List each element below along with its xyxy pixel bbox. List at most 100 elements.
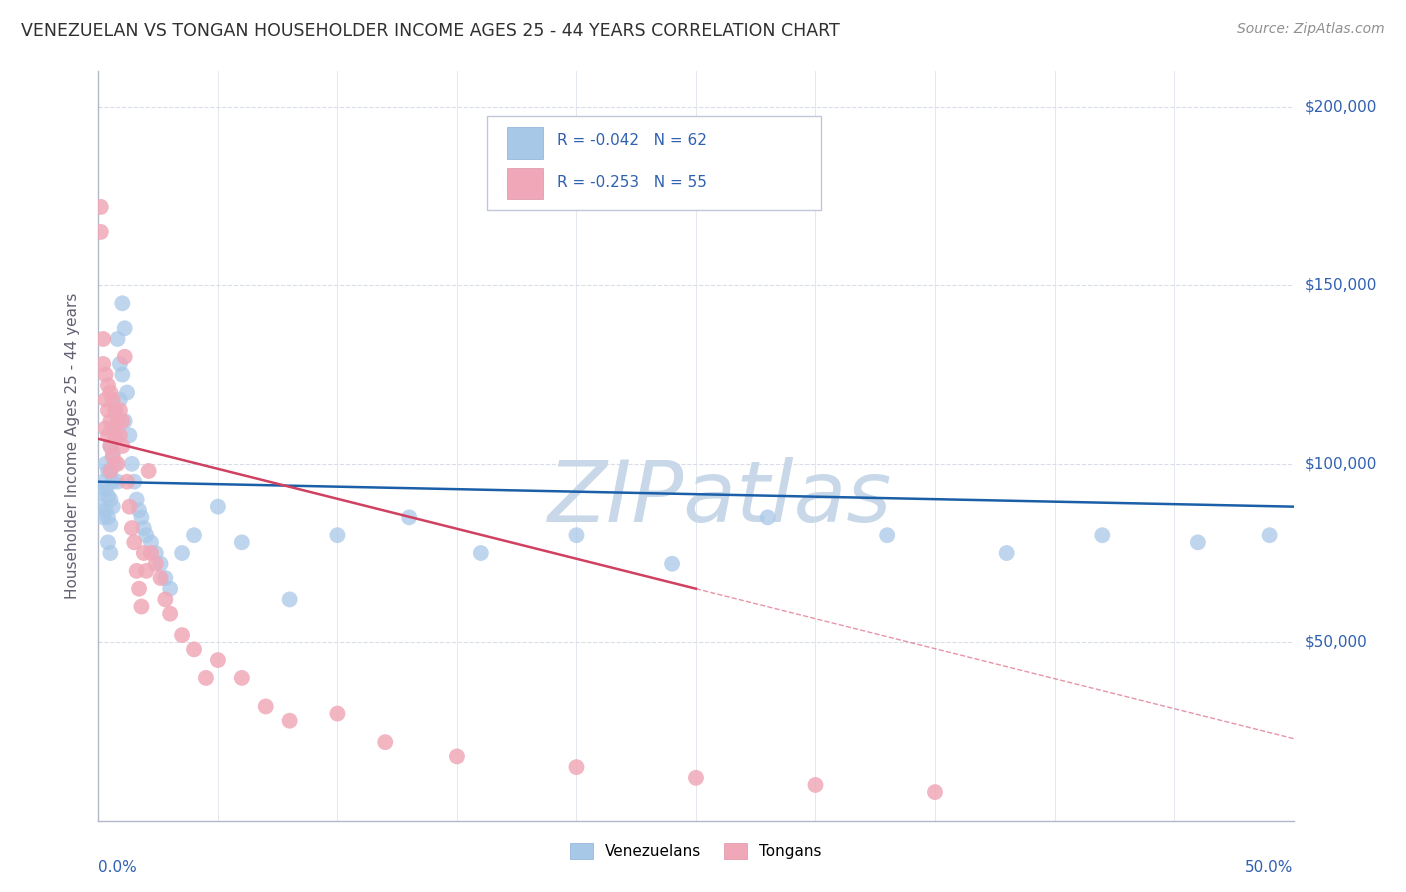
- Point: [115, 385, 138, 400]
- Point: [132, 521, 155, 535]
- Point: [118, 500, 141, 514]
- Point: [1091, 528, 1114, 542]
- Point: [97, 510, 120, 524]
- Point: [924, 785, 946, 799]
- Point: [108, 403, 131, 417]
- Point: [107, 414, 129, 428]
- Text: $150,000: $150,000: [1305, 278, 1376, 293]
- Point: [104, 457, 127, 471]
- Point: [91, 475, 114, 489]
- Point: [101, 450, 124, 464]
- Point: [118, 428, 141, 442]
- FancyBboxPatch shape: [508, 168, 543, 199]
- Point: [326, 706, 349, 721]
- Point: [91, 357, 114, 371]
- Point: [111, 296, 134, 310]
- Point: [195, 671, 218, 685]
- Point: [125, 492, 148, 507]
- Point: [159, 582, 181, 596]
- Point: [111, 414, 134, 428]
- Point: [94, 368, 117, 382]
- Point: [172, 628, 194, 642]
- Point: [155, 571, 177, 585]
- Point: [876, 528, 898, 542]
- Point: [128, 503, 150, 517]
- Point: [97, 464, 120, 478]
- Y-axis label: Householder Income Ages 25 - 44 years: Householder Income Ages 25 - 44 years: [65, 293, 80, 599]
- Point: [98, 414, 122, 428]
- Point: [254, 699, 277, 714]
- FancyBboxPatch shape: [508, 128, 543, 159]
- Point: [104, 403, 127, 417]
- Point: [207, 500, 229, 514]
- Point: [98, 492, 122, 507]
- Point: [398, 510, 420, 524]
- Point: [108, 392, 131, 407]
- Point: [155, 592, 177, 607]
- Point: [326, 528, 349, 542]
- Text: 50.0%: 50.0%: [1246, 860, 1294, 874]
- Point: [98, 546, 122, 560]
- Point: [107, 332, 129, 346]
- Point: [98, 464, 122, 478]
- Point: [446, 749, 468, 764]
- Point: [128, 582, 150, 596]
- Point: [104, 428, 127, 442]
- Point: [124, 535, 146, 549]
- Point: [90, 200, 112, 214]
- Point: [94, 392, 117, 407]
- Point: [101, 446, 124, 460]
- Point: [114, 414, 136, 428]
- Point: [108, 428, 131, 442]
- Point: [101, 475, 124, 489]
- FancyBboxPatch shape: [486, 116, 821, 210]
- Point: [104, 403, 127, 417]
- Text: ZIPatlas: ZIPatlas: [548, 457, 891, 540]
- Point: [101, 392, 124, 407]
- Point: [149, 571, 172, 585]
- Point: [98, 385, 122, 400]
- Point: [470, 546, 492, 560]
- Point: [108, 357, 131, 371]
- Point: [107, 475, 129, 489]
- Point: [278, 714, 301, 728]
- Point: [138, 464, 160, 478]
- Point: [101, 421, 124, 435]
- Point: [172, 546, 194, 560]
- Point: [114, 321, 136, 335]
- Text: $100,000: $100,000: [1305, 457, 1376, 471]
- Point: [91, 332, 114, 346]
- Point: [90, 225, 112, 239]
- Point: [97, 378, 120, 392]
- Point: [131, 510, 153, 524]
- Point: [183, 528, 205, 542]
- Point: [121, 521, 143, 535]
- Point: [139, 535, 162, 549]
- Point: [97, 403, 120, 417]
- Point: [135, 528, 157, 542]
- Point: [278, 592, 301, 607]
- Point: [756, 510, 779, 524]
- Point: [183, 642, 205, 657]
- Point: [107, 421, 129, 435]
- Point: [115, 475, 138, 489]
- Point: [111, 439, 134, 453]
- Point: [125, 564, 148, 578]
- Point: [94, 457, 117, 471]
- Point: [685, 771, 707, 785]
- Point: [565, 528, 588, 542]
- Point: [995, 546, 1018, 560]
- Point: [101, 421, 124, 435]
- Point: [1187, 535, 1209, 549]
- Point: [231, 535, 253, 549]
- Point: [111, 368, 134, 382]
- Point: [91, 510, 114, 524]
- Point: [98, 517, 122, 532]
- Point: [94, 503, 117, 517]
- Point: [149, 557, 172, 571]
- Text: R = -0.042   N = 62: R = -0.042 N = 62: [557, 133, 707, 148]
- Point: [94, 482, 117, 496]
- Point: [107, 457, 129, 471]
- Text: 0.0%: 0.0%: [98, 860, 138, 874]
- Point: [131, 599, 153, 614]
